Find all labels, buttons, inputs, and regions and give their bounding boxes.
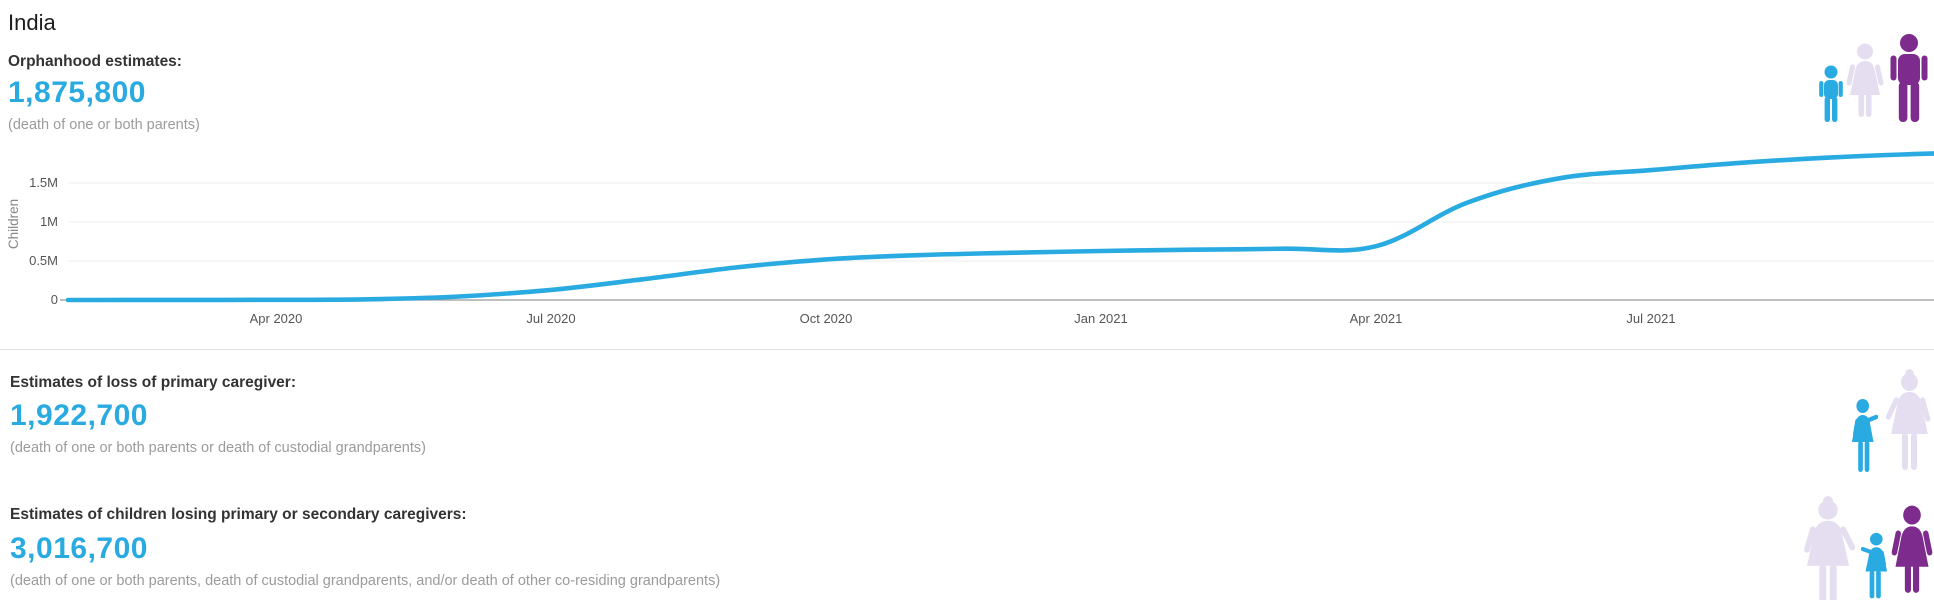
page-title: India [8, 10, 56, 35]
x-tick-jul-2021: Jul 2021 [1626, 311, 1676, 326]
orphanhood-note: (death of one or both parents) [8, 117, 200, 133]
father-icon [1890, 34, 1928, 122]
orphanhood-value: 1,875,800 [8, 76, 146, 109]
grandparent-icon [1804, 496, 1855, 600]
x-tick-apr-2021: Apr 2021 [1349, 311, 1403, 326]
primary-secondary-value: 3,016,700 [10, 532, 148, 565]
primary-caregiver-heading: Estimates of loss of primary caregiver: [10, 374, 297, 391]
y-tick-0: 0 [50, 292, 58, 307]
orphanhood-heading: Orphanhood estimates: [8, 53, 182, 70]
y-tick-0-5m: 0.5M [29, 253, 58, 268]
child-icon [1851, 399, 1878, 472]
x-tick-jan-2021: Jan 2021 [1074, 311, 1128, 326]
grandparent-icon [1886, 369, 1931, 470]
section-divider [0, 349, 1934, 350]
primary-caregiver-value: 1,922,700 [10, 399, 148, 432]
mother-icon [1891, 505, 1933, 593]
child-icon [1861, 532, 1888, 599]
primary-secondary-heading: Estimates of children losing primary or … [10, 506, 467, 523]
chart-data-line [65, 151, 1934, 303]
mother-icon [1846, 43, 1884, 117]
orphanhood-line-chart[interactable] [0, 140, 1934, 335]
y-tick-1m: 1M [39, 214, 58, 229]
y-tick-1-5m: 1.5M [29, 175, 58, 190]
primary-caregiver-note: (death of one or both parents or death o… [10, 440, 426, 456]
x-tick-apr-2020: Apr 2020 [249, 311, 303, 326]
primary-secondary-note: (death of one or both parents, death of … [10, 573, 721, 589]
child-icon [1819, 65, 1843, 122]
x-tick-oct-2020: Oct 2020 [799, 311, 853, 326]
x-tick-jul-2020: Jul 2020 [526, 311, 576, 326]
